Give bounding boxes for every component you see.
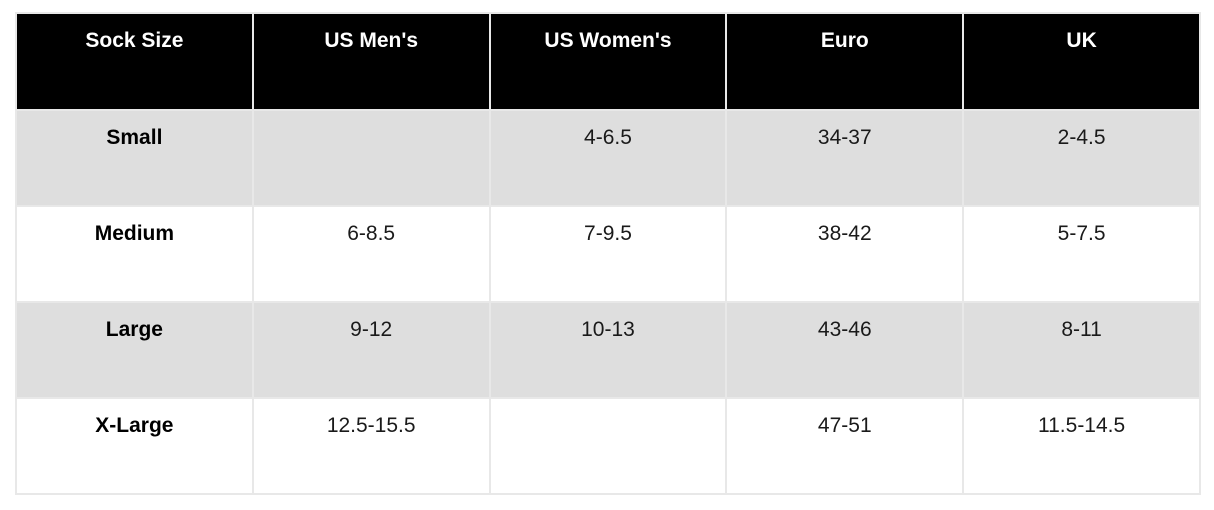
- value-cell-us-mens: [251, 109, 491, 207]
- value-cell-euro: 34-37: [725, 109, 965, 207]
- value-cell-us-womens: [488, 397, 728, 495]
- sock-size-table: Sock Size US Men's US Women's Euro UK Sm…: [15, 12, 1201, 495]
- table-row-small: Small 4-6.5 34-37 2-4.5: [15, 109, 1201, 207]
- value-cell-us-mens: 6-8.5: [251, 205, 491, 303]
- value-cell-us-mens: 12.5-15.5: [251, 397, 491, 495]
- value-cell-uk: 8-11: [962, 301, 1201, 399]
- value-cell-euro: 47-51: [725, 397, 965, 495]
- size-label-cell: Large: [15, 301, 254, 399]
- table-body: Small 4-6.5 34-37 2-4.5 Medium 6-8.5 7-9…: [15, 109, 1201, 495]
- value-cell-uk: 2-4.5: [962, 109, 1201, 207]
- table-row-large: Large 9-12 10-13 43-46 8-11: [15, 301, 1201, 399]
- header-cell-euro: Euro: [725, 12, 965, 111]
- value-cell-us-womens: 4-6.5: [488, 109, 728, 207]
- header-cell-uk: UK: [962, 12, 1201, 111]
- table-header: Sock Size US Men's US Women's Euro UK: [15, 12, 1201, 111]
- value-cell-euro: 38-42: [725, 205, 965, 303]
- header-cell-us-mens: US Men's: [251, 12, 491, 111]
- header-cell-sock-size: Sock Size: [15, 12, 254, 111]
- header-row: Sock Size US Men's US Women's Euro UK: [15, 12, 1201, 111]
- value-cell-euro: 43-46: [725, 301, 965, 399]
- header-cell-us-womens: US Women's: [488, 12, 728, 111]
- table-row-medium: Medium 6-8.5 7-9.5 38-42 5-7.5: [15, 205, 1201, 303]
- value-cell-uk: 11.5-14.5: [962, 397, 1201, 495]
- size-label-cell: X-Large: [15, 397, 254, 495]
- size-label-cell: Medium: [15, 205, 254, 303]
- value-cell-uk: 5-7.5: [962, 205, 1201, 303]
- size-label-cell: Small: [15, 109, 254, 207]
- table-row-x-large: X-Large 12.5-15.5 47-51 11.5-14.5: [15, 397, 1201, 495]
- value-cell-us-mens: 9-12: [251, 301, 491, 399]
- value-cell-us-womens: 7-9.5: [488, 205, 728, 303]
- value-cell-us-womens: 10-13: [488, 301, 728, 399]
